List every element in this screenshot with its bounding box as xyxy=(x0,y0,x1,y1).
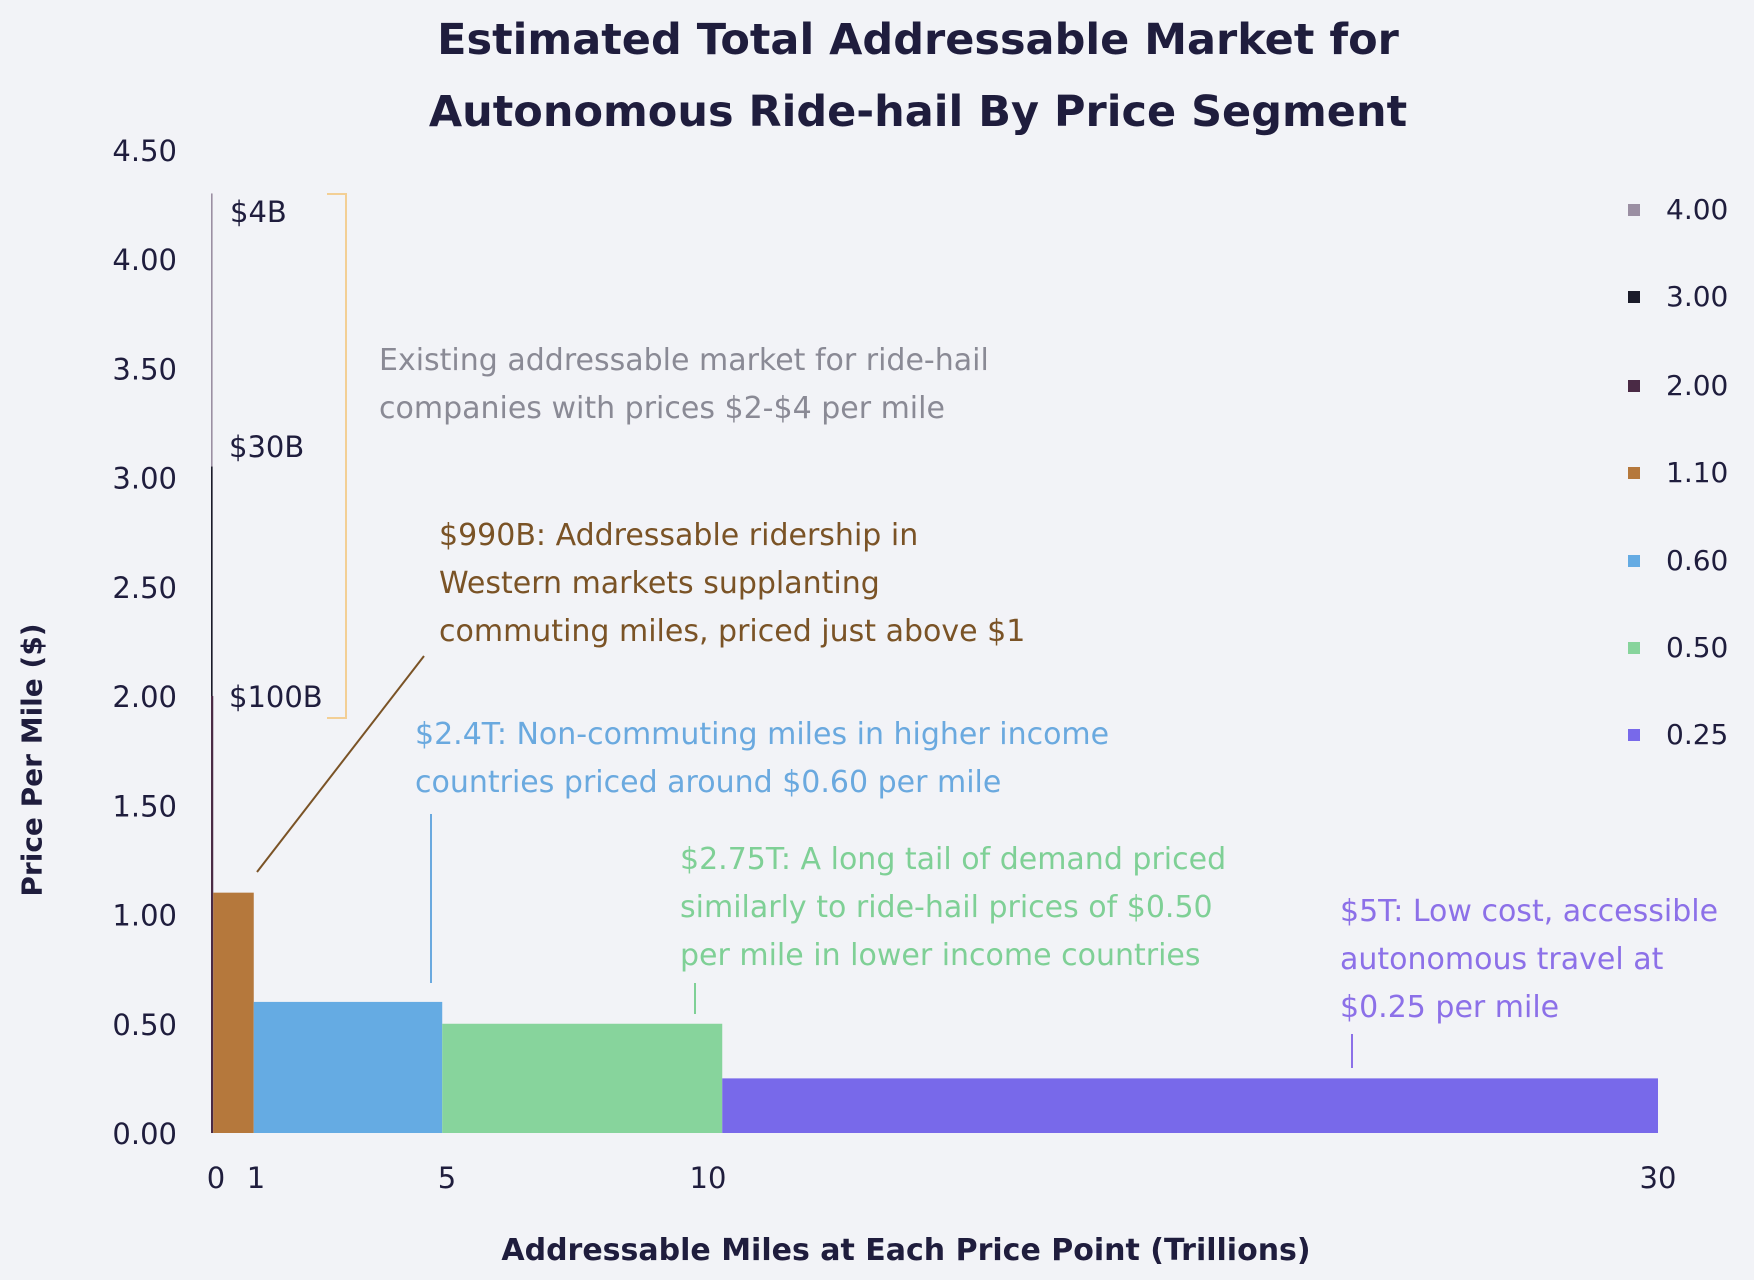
legend-label: 0.25 xyxy=(1666,718,1729,751)
annotation-long-tail: $2.75T: A long tail of demand priced sim… xyxy=(680,836,1226,980)
existing-market-bracket xyxy=(327,193,347,719)
annotation-existing-market: Existing addressable market for ride-hai… xyxy=(379,337,989,433)
annotation-lowcost-line-3: $0.25 per mile xyxy=(1340,990,1560,1025)
annotation-western-line-2: Western markets supplanting xyxy=(439,566,880,601)
legend-swatch xyxy=(1628,729,1640,741)
annotation-western-line-1: $990B: Addressable ridership in xyxy=(439,518,919,553)
bar-0-25 xyxy=(722,1078,1658,1133)
y-axis-label: Price Per Mile ($) xyxy=(15,623,49,897)
y-tick-label: 1.50 xyxy=(112,789,177,823)
annotation-western-markets: $990B: Addressable ridership in Western … xyxy=(439,512,1025,656)
legend-swatch xyxy=(1628,380,1640,392)
legend-label: 2.00 xyxy=(1666,369,1729,402)
y-tick-label: 4.00 xyxy=(112,243,177,277)
legend-item-0-25: 0.25 xyxy=(1624,715,1754,755)
annotation-low-cost: $5T: Low cost, accessible autonomous tra… xyxy=(1340,888,1718,1032)
legend-label: 4.00 xyxy=(1666,193,1729,226)
x-tick-label: 1 xyxy=(247,1161,265,1195)
segment-label-100b: $100B xyxy=(229,680,323,714)
y-tick-label: 2.50 xyxy=(112,571,177,605)
legend-item-0-50: 0.50 xyxy=(1624,628,1754,668)
annotation-lowcost-line-2: autonomous travel at xyxy=(1340,942,1664,977)
legend-item-1-10: 1.10 xyxy=(1624,453,1754,493)
y-tick-label: 3.50 xyxy=(112,352,177,386)
chart-title-line-1: Estimated Total Addressable Market for xyxy=(437,15,1399,65)
y-tick-label: 3.00 xyxy=(112,462,177,496)
legend-swatch xyxy=(1628,467,1640,479)
annotation-noncommuting-line-2: countries priced around $0.60 per mile xyxy=(415,765,1002,800)
y-tick-label: 0.50 xyxy=(112,1008,177,1042)
annotation-lowcost-line-1: $5T: Low cost, accessible xyxy=(1340,894,1719,929)
annotation-western-line-3: commuting miles, priced just above $1 xyxy=(439,614,1026,649)
annotation-non-commuting: $2.4T: Non-commuting miles in higher inc… xyxy=(415,711,1109,807)
legend-swatch xyxy=(1628,204,1640,216)
x-tick-label: 10 xyxy=(690,1161,727,1195)
segment-label-30b: $30B xyxy=(229,430,305,464)
legend-item-2-00: 2.00 xyxy=(1624,366,1754,406)
annotation-longtail-line-1: $2.75T: A long tail of demand priced xyxy=(680,842,1227,877)
legend-swatch xyxy=(1628,291,1640,303)
chart-title-line-2: Autonomous Ride-hail By Price Segment xyxy=(428,87,1408,137)
x-tick-label: 5 xyxy=(438,1161,456,1195)
x-tick-label: 30 xyxy=(1640,1161,1677,1195)
bar-0-60 xyxy=(253,1001,443,1133)
segment-label-4b: $4B xyxy=(230,195,287,229)
x-axis-label: Addressable Miles at Each Price Point (T… xyxy=(501,1233,1311,1268)
annotation-longtail-line-3: per mile in lower income countries xyxy=(680,938,1201,973)
y-tick-label: 4.50 xyxy=(112,134,177,168)
legend-swatch xyxy=(1628,555,1640,567)
bar-2-00 xyxy=(211,696,214,1133)
legend-label: 0.60 xyxy=(1666,544,1729,577)
legend-swatch xyxy=(1628,642,1640,654)
legend-label: 3.00 xyxy=(1666,280,1729,313)
annotation-noncommuting-line-1: $2.4T: Non-commuting miles in higher inc… xyxy=(415,717,1110,752)
legend-label: 0.50 xyxy=(1666,631,1729,664)
legend-item-3-00: 3.00 xyxy=(1624,277,1754,317)
legend-item-4-00: 4.00 xyxy=(1624,190,1754,230)
y-tick-label: 0.00 xyxy=(112,1117,177,1151)
leader-line-western xyxy=(256,655,425,873)
annotation-longtail-line-2: similarly to ride-hail prices of $0.50 xyxy=(680,890,1213,925)
y-tick-label: 2.00 xyxy=(112,680,177,714)
x-tick-label: 0 xyxy=(207,1161,225,1195)
annotation-existing-line-2: companies with prices $2-$4 per mile xyxy=(379,391,945,426)
chart-title: Estimated Total Addressable Market for A… xyxy=(0,4,1754,148)
annotation-existing-line-1: Existing addressable market for ride-hai… xyxy=(379,343,989,378)
y-tick-label: 1.00 xyxy=(112,899,177,933)
bar-0-50 xyxy=(442,1023,723,1133)
bar-1-10 xyxy=(213,892,254,1133)
legend-label: 1.10 xyxy=(1666,456,1729,489)
legend-item-0-60: 0.60 xyxy=(1624,541,1754,581)
